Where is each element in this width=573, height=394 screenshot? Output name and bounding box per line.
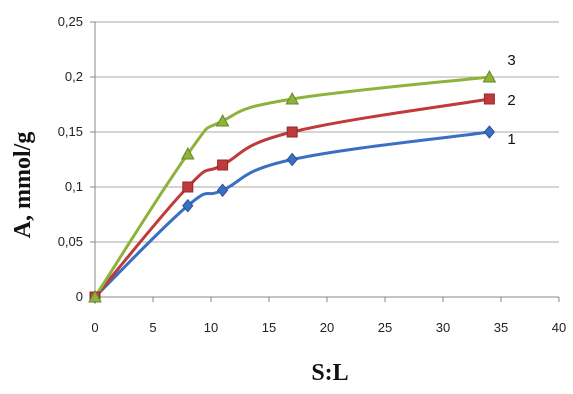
- data-point-series-2: [286, 126, 298, 138]
- data-point-series-3: [215, 113, 230, 127]
- y-tick-label: 0,05: [58, 234, 83, 249]
- x-tick-label: 35: [494, 320, 508, 335]
- tick-labels: 0 0,05 0,1 0,15 0,2 0,25 0 5 10 15 20 25 30 35 40: [58, 14, 567, 335]
- y-tick-label: 0,1: [65, 179, 83, 194]
- x-tick-label: 40: [552, 320, 566, 335]
- y-tick-label: 0,2: [65, 69, 83, 84]
- data-point-series-1: [286, 152, 298, 167]
- series-markers: [88, 69, 497, 304]
- x-tick-label: 5: [149, 320, 156, 335]
- x-tick-label: 20: [320, 320, 334, 335]
- x-axis-title: S:L: [311, 360, 348, 386]
- y-tick-label: 0,25: [58, 14, 83, 29]
- data-point-series-1: [182, 198, 194, 213]
- y-tick-label: 0: [76, 289, 83, 304]
- x-tick-label: 30: [436, 320, 450, 335]
- x-tick-label: 15: [262, 320, 276, 335]
- series-label-1: 1: [507, 131, 515, 148]
- data-point-series-2: [483, 93, 495, 105]
- series-labels: 1 2 3: [507, 52, 515, 148]
- data-point-series-2: [182, 181, 194, 193]
- data-point-series-2: [217, 159, 229, 171]
- series-label-2: 2: [507, 92, 515, 109]
- axes: [90, 21, 560, 302]
- data-point-series-3: [88, 289, 102, 303]
- series-label-3: 3: [507, 52, 515, 69]
- data-point-series-3: [482, 69, 497, 83]
- data-point-series-1: [483, 125, 496, 139]
- x-tick-label: 10: [204, 320, 218, 335]
- series-line-1: [93, 130, 491, 299]
- x-tick-label: 0: [91, 320, 98, 335]
- data-point-series-1: [216, 183, 229, 198]
- data-point-series-3: [285, 91, 300, 105]
- data-point-series-3: [180, 146, 195, 160]
- x-tick-label: 25: [378, 320, 392, 335]
- y-tick-label: 0,15: [58, 124, 83, 139]
- y-axis-title: A, mmol/g: [10, 132, 36, 239]
